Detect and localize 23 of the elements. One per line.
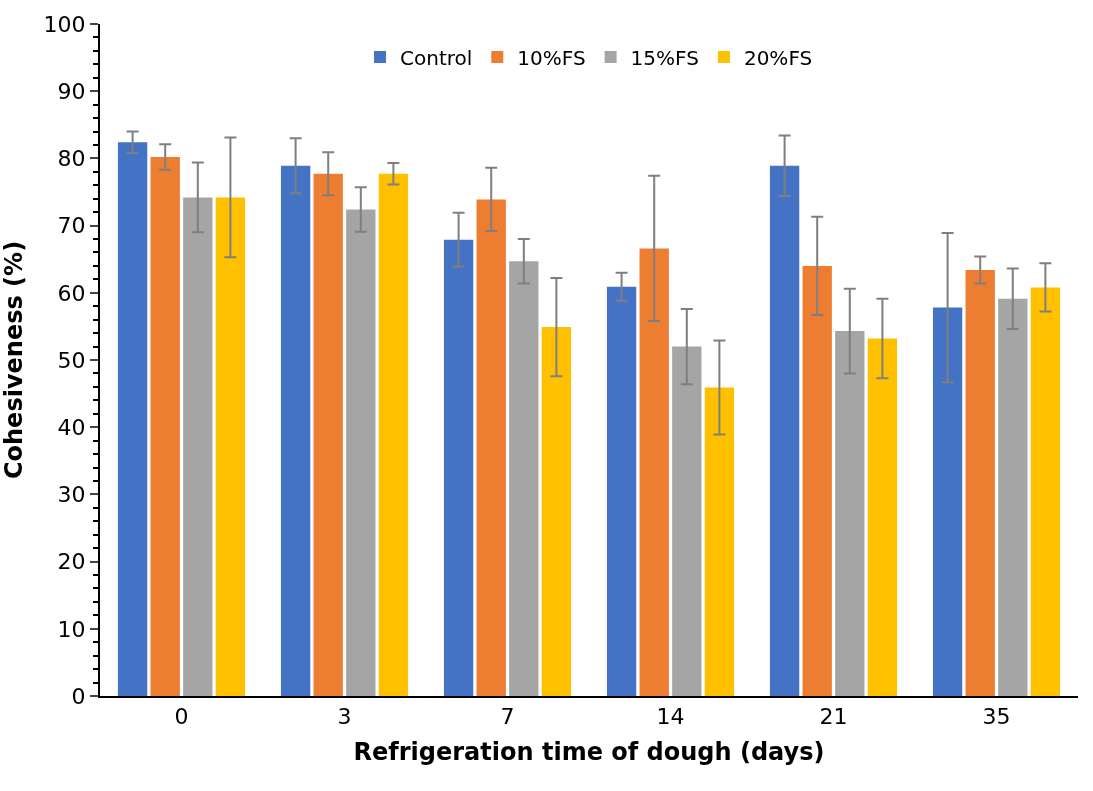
x-tick-label: 7 bbox=[500, 704, 515, 730]
y-tick-label: 70 bbox=[57, 213, 86, 239]
y-tick-label: 60 bbox=[57, 280, 86, 306]
x-tick-label: 0 bbox=[174, 704, 189, 730]
x-tick-label: 3 bbox=[337, 704, 352, 730]
x-tick-label: 14 bbox=[656, 704, 685, 730]
x-tick-label: 21 bbox=[819, 704, 848, 730]
y-tick-label: 0 bbox=[71, 683, 86, 709]
y-tick-label: 90 bbox=[57, 78, 86, 104]
y-axis-title: Cohesiveness (%) bbox=[0, 240, 28, 480]
x-tick-label: 35 bbox=[982, 704, 1011, 730]
y-tick-label: 50 bbox=[57, 347, 86, 373]
x-axis-title: Refrigeration time of dough (days) bbox=[353, 738, 825, 767]
y-tick-label: 10 bbox=[57, 616, 86, 642]
y-tick-label: 30 bbox=[57, 482, 86, 508]
y-tick-label: 20 bbox=[57, 549, 86, 575]
legend-label: 15%FS bbox=[630, 45, 699, 70]
legend-label: Control bbox=[400, 45, 473, 70]
y-tick-label: 100 bbox=[43, 11, 86, 37]
y-tick-label: 80 bbox=[57, 146, 86, 172]
legend-label: 10%FS bbox=[517, 45, 586, 70]
legend-label: 20%FS bbox=[743, 45, 813, 70]
y-tick-label: 40 bbox=[57, 414, 86, 440]
